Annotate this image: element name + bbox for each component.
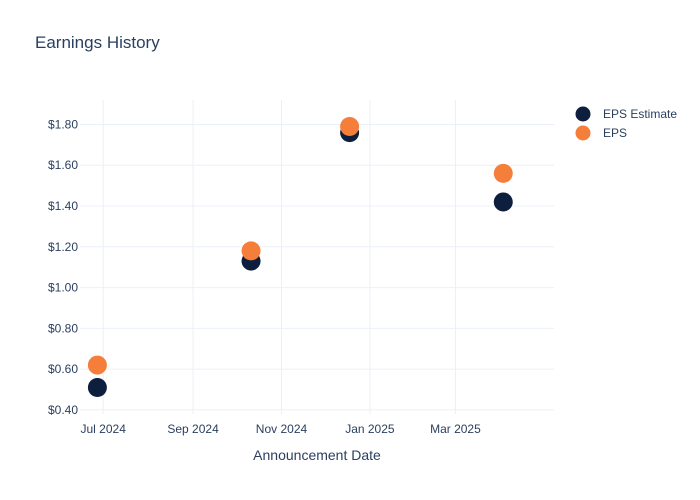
grid-layer xyxy=(80,100,554,414)
y-tick-label: $1.40 xyxy=(48,199,78,213)
y-tick-label: $0.40 xyxy=(48,403,78,417)
y-tick-label: $1.00 xyxy=(48,281,78,295)
eps-point[interactable] xyxy=(340,117,360,137)
chart-title: Earnings History xyxy=(35,33,160,52)
x-tick-label: Jan 2025 xyxy=(345,422,395,436)
point-layer xyxy=(87,117,513,397)
axis-layer: $0.40 $0.60 $0.80 $1.00 $1.20 $1.40 $1.60 $1.80… xyxy=(48,117,481,436)
y-tick-label: $1.60 xyxy=(48,158,78,172)
y-tick-label: $1.20 xyxy=(48,240,78,254)
eps-point[interactable] xyxy=(87,355,107,375)
legend: EPS Estimate EPS xyxy=(575,106,677,141)
legend-label: EPS Estimate xyxy=(603,107,677,121)
x-tick-label: Jul 2024 xyxy=(81,422,127,436)
eps-estimate-point[interactable] xyxy=(493,192,513,212)
eps-estimate-point[interactable] xyxy=(87,377,107,397)
legend-marker xyxy=(575,106,591,122)
x-tick-label: Mar 2025 xyxy=(430,422,481,436)
x-tick-label: Nov 2024 xyxy=(256,422,308,436)
x-axis-title: Announcement Date xyxy=(253,447,381,463)
y-tick-label: $0.80 xyxy=(48,321,78,335)
legend-label: EPS xyxy=(603,126,627,140)
y-tick-label: $1.80 xyxy=(48,117,78,131)
legend-marker xyxy=(575,125,591,141)
x-tick-label: Sep 2024 xyxy=(167,422,219,436)
eps-point[interactable] xyxy=(493,163,513,183)
eps-point[interactable] xyxy=(241,241,261,261)
y-tick-label: $0.60 xyxy=(48,362,78,376)
